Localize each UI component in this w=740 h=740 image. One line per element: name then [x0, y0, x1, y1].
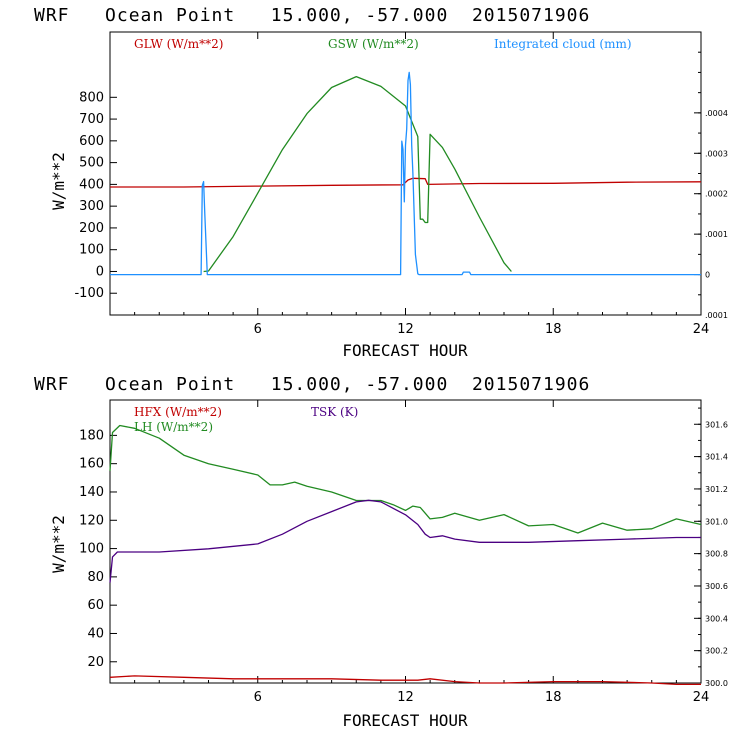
- bottom-x-tick-label: 12: [397, 690, 414, 705]
- top-y2-tick-label: .0003: [705, 149, 728, 158]
- legend-glw: GLW (W/m**2): [134, 37, 223, 51]
- legend-cloud: Integrated cloud (mm): [494, 37, 632, 51]
- top-y-tick-label: 500: [79, 156, 104, 171]
- top-x-axis-label: FORECAST HOUR: [342, 341, 468, 360]
- bottom-y2-tick-label: 300.4: [705, 614, 728, 623]
- top-y-tick-label: 800: [79, 90, 104, 105]
- top-y2-tick-label: .0004: [705, 109, 728, 118]
- top-y-tick-label: 600: [79, 134, 104, 149]
- top-y2-tick-label: .0001: [705, 230, 728, 239]
- top-y-tick-label: 100: [79, 243, 104, 258]
- top-series-gsw-line: [203, 75, 512, 273]
- bottom-y-tick-label: 80: [87, 570, 104, 585]
- bottom-x-tick-label: 18: [545, 690, 562, 705]
- bottom-series-hfx-line: [109, 675, 701, 686]
- top-x-tick-label: 18: [545, 322, 562, 337]
- bottom-series-tsk-line: [109, 499, 701, 583]
- bottom-y-tick-label: 140: [79, 485, 104, 500]
- top-y2-tick-label: .0002: [705, 190, 728, 199]
- top-y-axis-label: W/m**2: [49, 152, 68, 210]
- top-y2-tick-label: 0: [705, 271, 710, 280]
- top-series-glw-line: [110, 177, 702, 188]
- bottom-y2-tick-label: 300.2: [705, 647, 728, 656]
- legend-lh: LH (W/m**2): [134, 420, 213, 434]
- bottom-x-axis-label: FORECAST HOUR: [342, 711, 468, 730]
- bottom-y-tick-label: 180: [79, 428, 104, 443]
- top-x-tick-label: 6: [254, 322, 262, 337]
- top-chart-title: WRF Ocean Point 15.000, -57.000 20150719…: [34, 5, 590, 26]
- bottom-y2-tick-label: 301.4: [705, 453, 728, 462]
- top-y-tick-label: 700: [79, 112, 104, 127]
- top-y-tick-label: 0: [96, 264, 104, 279]
- bottom-y-tick-label: 20: [87, 655, 104, 670]
- bottom-y-tick-label: 160: [79, 457, 104, 472]
- top-x-tick-label: 12: [397, 322, 414, 337]
- legend-gsw: GSW (W/m**2): [328, 37, 419, 51]
- bottom-y-tick-label: 40: [87, 626, 104, 641]
- bottom-y2-tick-label: 301.2: [705, 485, 728, 494]
- bottom-y-tick-label: 120: [79, 513, 104, 528]
- bottom-x-tick-label: 6: [254, 690, 262, 705]
- legend-hfx: HFX (W/m**2): [134, 405, 222, 419]
- bottom-chart-title: WRF Ocean Point 15.000, -57.000 20150719…: [34, 374, 590, 395]
- bottom-y2-tick-label: 300.8: [705, 550, 728, 559]
- top-y-tick-label: -100: [74, 286, 104, 301]
- top-series-integrated-line: [110, 71, 701, 276]
- top-x-tick-label: 24: [693, 322, 710, 337]
- bottom-y2-tick-label: 301.6: [705, 420, 728, 429]
- bottom-y-axis-label: W/m**2: [49, 515, 68, 573]
- bottom-y-tick-label: 100: [79, 542, 104, 557]
- bottom-y-tick-label: 60: [87, 598, 104, 613]
- bottom-y2-tick-label: 300.0: [705, 679, 728, 688]
- bottom-y2-tick-label: 300.6: [705, 582, 728, 591]
- bottom-plot-frame: [109, 399, 702, 684]
- bottom-series-lh-line: [109, 424, 702, 534]
- legend-tsk: TSK (K): [311, 405, 358, 419]
- bottom-x-tick-label: 24: [693, 690, 710, 705]
- bottom-y2-tick-label: 301.0: [705, 517, 728, 526]
- top-y-tick-label: 200: [79, 221, 104, 236]
- top-y-tick-label: 300: [79, 199, 104, 214]
- top-y2-tick-label: .0001: [705, 311, 728, 320]
- top-y-tick-label: 400: [79, 177, 104, 192]
